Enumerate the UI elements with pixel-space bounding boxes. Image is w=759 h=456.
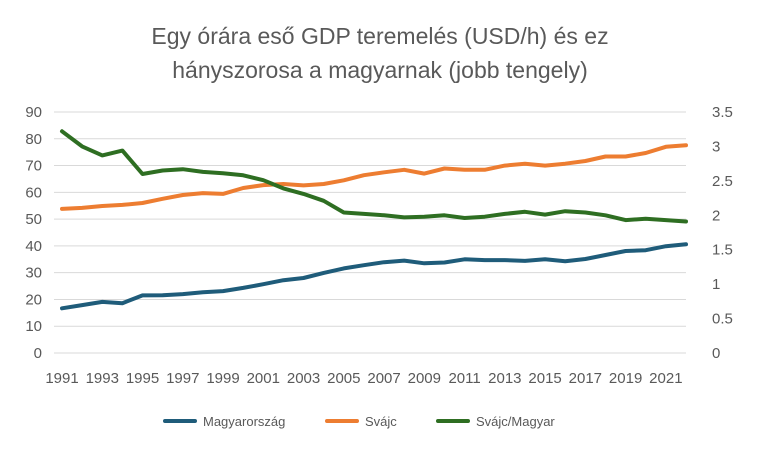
x-axis-tick-label: 1999 <box>206 370 239 387</box>
left-axis-tick-label: 40 <box>25 238 42 255</box>
x-axis-tick-label: 2013 <box>488 370 521 387</box>
x-axis-tick-labels: 1991 1993 1995 1997 1999 2001 2003 2005 2007 2009… <box>45 370 682 387</box>
chart-title-line-2: hányszorosa a magyarnak (jobb tengely) <box>172 57 588 83</box>
x-axis-tick-label: 2019 <box>609 370 642 387</box>
x-axis-tick-label: 2011 <box>448 370 480 387</box>
left-axis-tick-label: 60 <box>25 184 42 201</box>
left-axis-tick-label: 70 <box>25 158 42 175</box>
x-axis-tick-label: 2001 <box>247 370 280 387</box>
x-axis-tick-label: 2021 <box>649 370 682 387</box>
x-axis-tick-label: 2005 <box>327 370 360 387</box>
x-axis-tick-label: 1991 <box>45 370 78 387</box>
x-axis-tick-label: 1995 <box>126 370 159 387</box>
x-axis-tick-label: 2007 <box>367 370 400 387</box>
series-line-magyarorszag <box>60 242 688 311</box>
right-axis-tick-label: 0 <box>712 345 720 362</box>
right-axis-tick-label: 1 <box>712 276 720 293</box>
right-axis-tick-label: 2 <box>712 207 720 224</box>
right-axis-tick-label: 0.5 <box>712 311 733 328</box>
series-line-svajc-magyar <box>60 129 688 224</box>
legend-label: Svájc/Magyar <box>476 414 555 429</box>
left-axis-tick-label: 80 <box>25 131 42 148</box>
left-axis-tick-label: 90 <box>25 104 42 121</box>
right-axis-tick-label: 3.5 <box>712 104 733 121</box>
x-axis-tick-label: 1993 <box>86 370 119 387</box>
gridlines <box>54 111 686 354</box>
left-axis-tick-label: 20 <box>25 291 42 308</box>
left-axis-tick-label: 30 <box>25 265 42 282</box>
series-lines <box>60 129 688 311</box>
x-axis-tick-label: 2003 <box>287 370 320 387</box>
right-axis-tick-labels: 0 0.5 1 1.5 2 2.5 3 3.5 <box>712 104 733 362</box>
legend-label: Magyarország <box>203 414 285 429</box>
right-axis-tick-label: 1.5 <box>712 242 733 259</box>
right-axis-tick-label: 2.5 <box>712 173 733 190</box>
legend: Magyarország Svájc Svájc/Magyar <box>163 414 555 429</box>
left-axis-tick-label: 0 <box>34 345 42 362</box>
chart-title-line-1: Egy órára eső GDP teremelés (USD/h) és e… <box>151 23 608 49</box>
x-axis-tick-label: 2017 <box>569 370 602 387</box>
x-axis-tick-label: 1997 <box>166 370 199 387</box>
left-axis-tick-labels: 0 10 20 30 40 50 60 70 80 90 <box>25 104 42 362</box>
right-axis-tick-label: 3 <box>712 138 720 155</box>
x-axis-tick-label: 2015 <box>528 370 561 387</box>
legend-label: Svájc <box>365 414 397 429</box>
series-line-svajc <box>60 143 688 211</box>
x-axis-tick-label: 2009 <box>408 370 441 387</box>
left-axis-tick-label: 50 <box>25 211 42 228</box>
left-axis-tick-label: 10 <box>25 318 42 335</box>
